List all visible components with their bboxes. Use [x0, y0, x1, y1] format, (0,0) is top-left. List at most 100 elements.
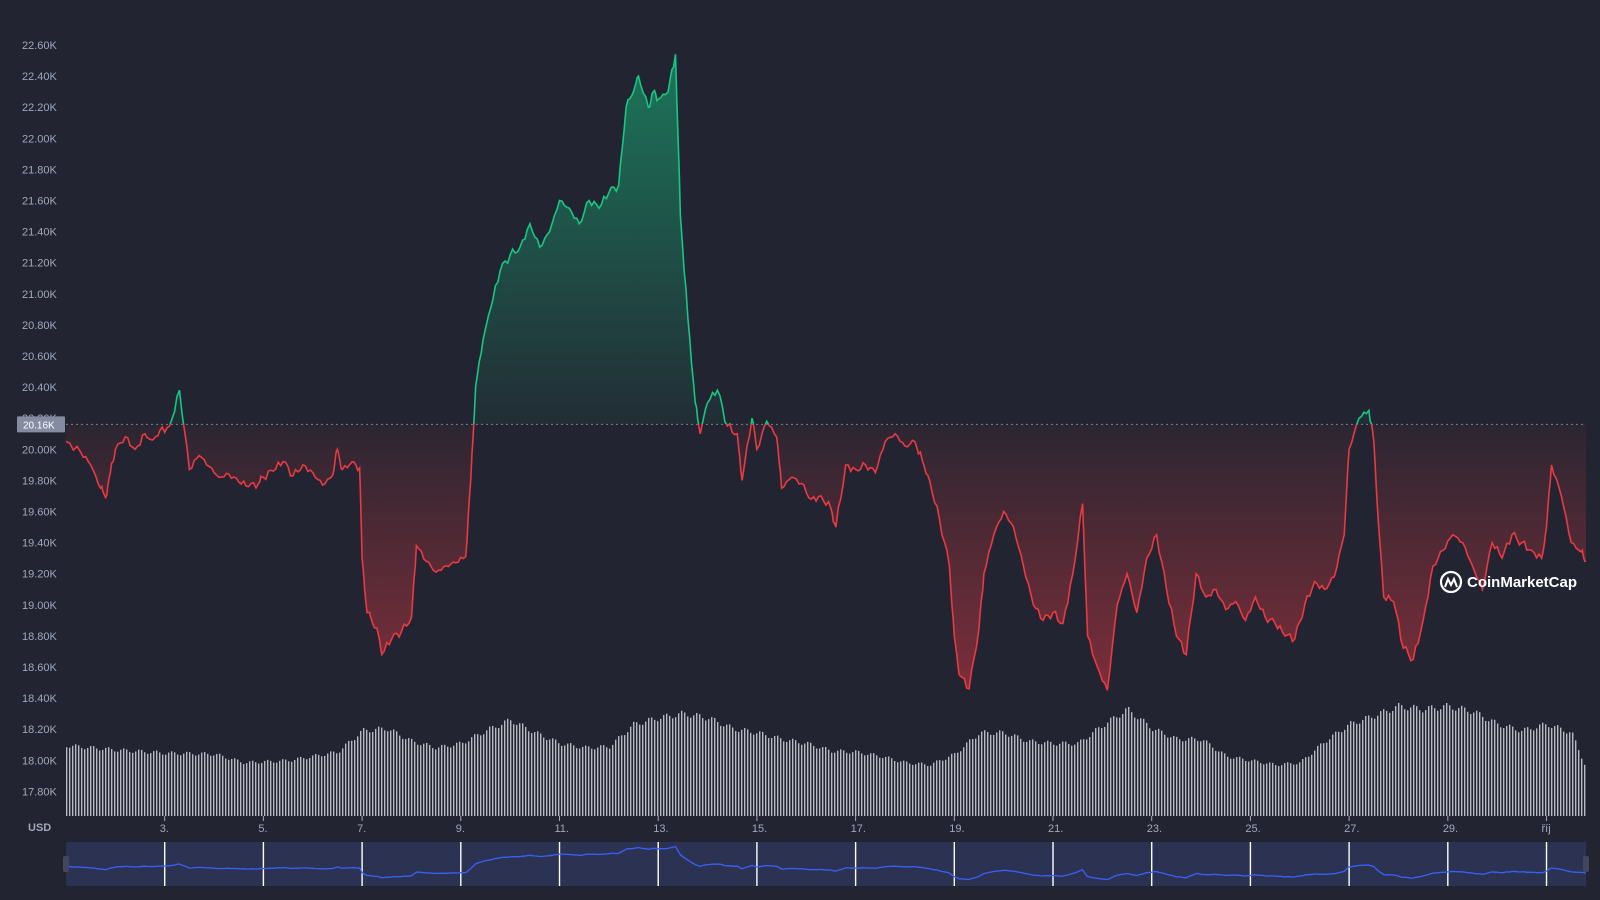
volume-bar [891, 758, 893, 816]
volume-bar [1320, 743, 1322, 816]
volume-bar [735, 731, 737, 816]
volume-bar [543, 737, 545, 816]
volume-bar [1494, 719, 1496, 816]
x-tick-label: 13. [653, 823, 668, 835]
volume-bar [84, 749, 86, 816]
volume-bar [897, 762, 899, 816]
volume-bar [438, 747, 440, 816]
volume-bar [360, 730, 362, 816]
volume-bar [873, 753, 875, 816]
volume-bar [1290, 763, 1292, 816]
volume-bar [1026, 741, 1028, 816]
volume-bar [1182, 741, 1184, 816]
volume-bar [489, 726, 491, 816]
volume-bar [1080, 739, 1082, 816]
volume-bar [117, 751, 119, 816]
volume-bar [153, 751, 155, 816]
volume-bar [504, 720, 506, 816]
navigator-right-handle[interactable] [1583, 856, 1589, 872]
volume-bar [402, 738, 404, 816]
price-area-above-reference [170, 54, 1372, 424]
volume-bar [444, 744, 446, 816]
volume-bar [378, 726, 380, 816]
volume-bar [1272, 762, 1274, 816]
volume-bar [1377, 715, 1379, 816]
volume-bar [969, 739, 971, 816]
volume-bar [1269, 762, 1271, 816]
volume-bar [744, 728, 746, 816]
volume-bar [906, 761, 908, 816]
volume-bar [1194, 738, 1196, 816]
volume-bar [387, 731, 389, 816]
volume-bar [297, 757, 299, 816]
volume-bar [219, 753, 221, 816]
volume-bar [135, 751, 137, 816]
volume-bar [1119, 717, 1121, 816]
volume-bar [675, 717, 677, 816]
volume-bar [828, 749, 830, 816]
volume-bar [645, 721, 647, 816]
volume-bar [852, 752, 854, 816]
volume-bar [1497, 723, 1499, 816]
navigator-left-handle[interactable] [63, 856, 69, 872]
x-tick-label: 3. [160, 823, 169, 835]
volume-bar [1077, 742, 1079, 816]
volume-bar [795, 740, 797, 816]
volume-bar [636, 722, 638, 816]
volume-bar [1476, 710, 1478, 816]
volume-bar [933, 762, 935, 816]
volume-bar [1425, 710, 1427, 816]
volume-bar [171, 751, 173, 816]
volume-bar [1281, 765, 1283, 816]
volume-bar [876, 755, 878, 816]
volume-bar [1242, 758, 1244, 816]
volume-bar [1005, 734, 1007, 816]
volume-bar [237, 759, 239, 816]
volume-bar [855, 750, 857, 816]
range-navigator[interactable] [63, 842, 1589, 886]
volume-bar [702, 718, 704, 816]
volume-bar [306, 759, 308, 816]
volume-bar [1251, 760, 1253, 816]
volume-bar [1245, 760, 1247, 816]
volume-bar [837, 750, 839, 816]
volume-bar [186, 751, 188, 816]
volume-bar [747, 729, 749, 816]
volume-bar [1584, 764, 1586, 816]
y-tick-label: 21.60K [22, 196, 58, 208]
volume-bar [648, 717, 650, 816]
volume-bar [588, 746, 590, 816]
volume-bar [1524, 727, 1526, 816]
volume-bar [1068, 743, 1070, 816]
volume-bar [75, 744, 77, 816]
volume-bar [531, 733, 533, 816]
volume-bar [1284, 763, 1286, 816]
volume-bar [198, 754, 200, 816]
volume-bar [990, 734, 992, 816]
volume-bar [279, 760, 281, 816]
volume-bar [1422, 712, 1424, 816]
volume-bar [1455, 710, 1457, 816]
volume-bar [822, 747, 824, 816]
volume-bar [846, 752, 848, 816]
volume-bar [1371, 717, 1373, 816]
volume-bar [420, 745, 422, 816]
volume-bar [1479, 712, 1481, 816]
volume-bar [123, 748, 125, 816]
x-tick-label: 15. [752, 823, 767, 835]
volume-bar [336, 753, 338, 816]
price-line-below-reference [65, 424, 1587, 691]
volume-bar [282, 759, 284, 816]
volume-bar [1539, 724, 1541, 816]
volume-bar [1581, 758, 1583, 816]
volume-bar [849, 753, 851, 816]
volume-bar [120, 749, 122, 816]
volume-bar [975, 738, 977, 816]
volume-bar [1362, 719, 1364, 816]
x-tick-label: 27. [1344, 823, 1359, 835]
volume-bar [1113, 716, 1115, 816]
volume-bar [468, 741, 470, 816]
volume-bar [1518, 732, 1520, 816]
volume-bar [204, 752, 206, 816]
